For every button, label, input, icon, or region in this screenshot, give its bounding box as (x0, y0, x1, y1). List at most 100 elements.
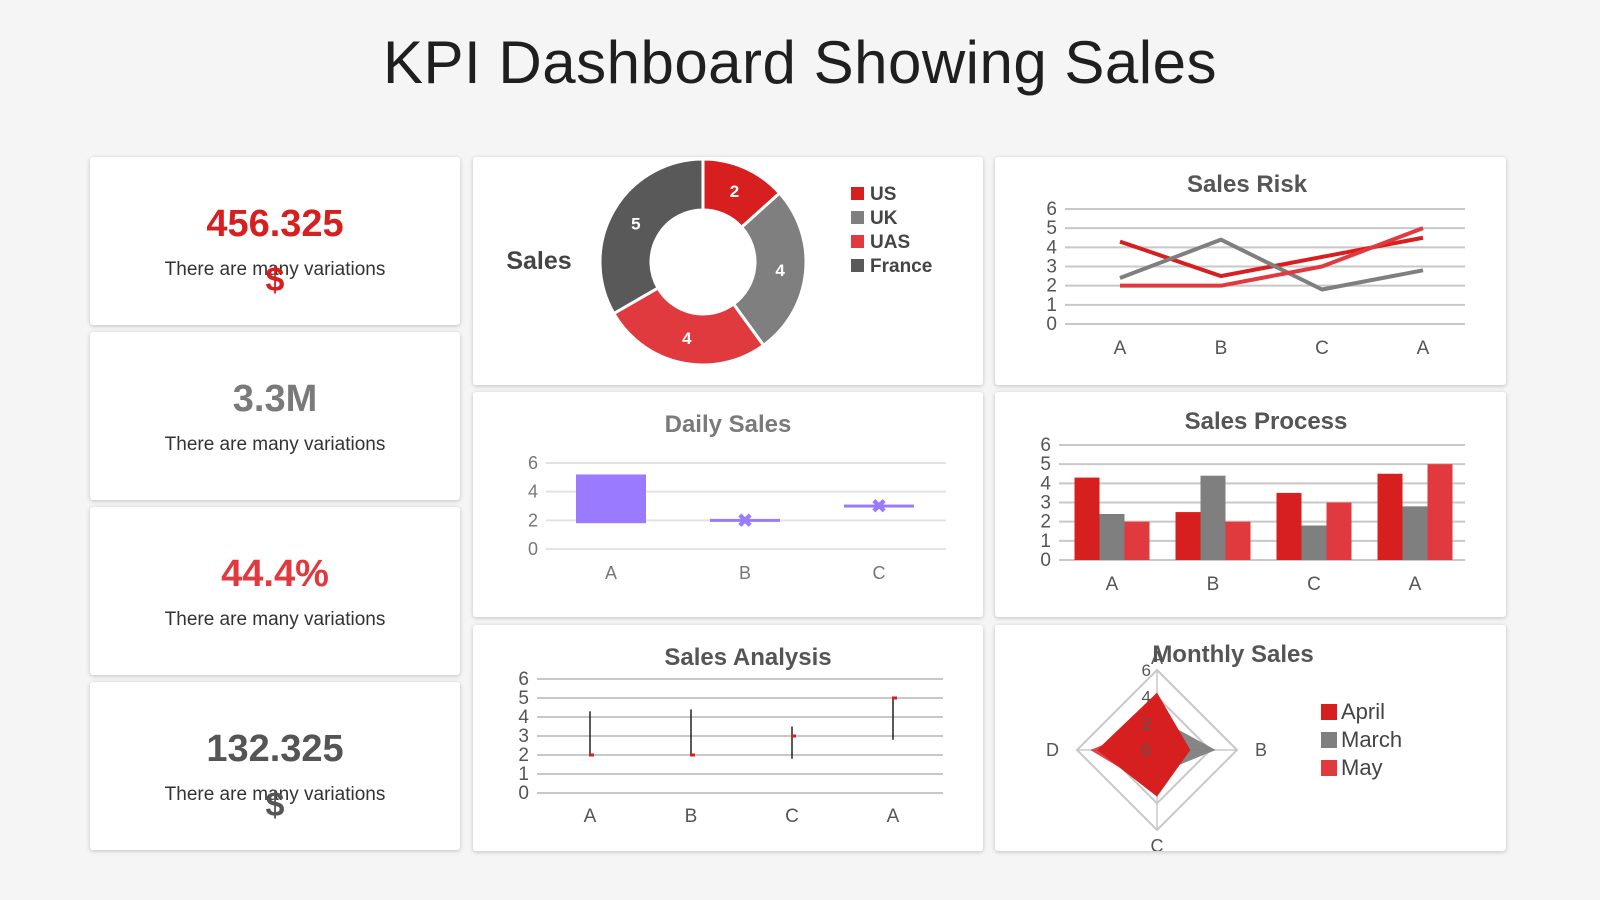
y-tick-label: 0 (1046, 314, 1057, 335)
kpi-description: There are many variations (164, 609, 386, 630)
series-line (1120, 226, 1424, 288)
bar (1099, 514, 1125, 560)
chart-title: Sales (506, 247, 571, 275)
donut-slice (611, 285, 766, 367)
bar (1326, 502, 1352, 560)
kpi-card-1: 456.325 There are many variations $ (90, 157, 460, 325)
bar (1124, 521, 1150, 560)
y-tick-label: 6 (528, 453, 538, 473)
x-tick-label: C (1307, 574, 1321, 595)
y-tick-label: 3 (518, 726, 529, 747)
y-tick-label: 2 (518, 745, 529, 766)
kpi-description: There are many variations (164, 434, 386, 455)
x-tick-label: C (785, 806, 799, 827)
kpi-description: There are many variations (164, 784, 386, 805)
marker-icon: ✖ (737, 510, 754, 532)
x-tick-label: A (1114, 338, 1127, 359)
chart-title: Sales Analysis (664, 644, 831, 671)
dollar-icon: $ (265, 261, 285, 299)
legend-swatch (851, 259, 864, 272)
donut-slice (598, 157, 705, 316)
x-tick-label: A (1106, 574, 1119, 595)
legend-label: US (870, 184, 896, 205)
r-tick-label: 0 (1142, 741, 1151, 760)
kpi-value: 132.325 (206, 728, 344, 770)
y-tick-label: 4 (1046, 237, 1057, 258)
legend-label: UAS (870, 232, 910, 253)
y-tick-label: 4 (518, 707, 529, 728)
kpi-value: 456.325 (206, 203, 344, 245)
kpi-description: There are many variations (164, 259, 386, 280)
bar (1301, 525, 1327, 560)
point-marker (690, 753, 695, 757)
legend-swatch (851, 235, 864, 248)
legend-swatch (1321, 704, 1337, 720)
range-bar (844, 504, 914, 508)
dollar-icon: $ (265, 786, 285, 824)
bar (1225, 521, 1251, 560)
bar (1200, 475, 1226, 560)
legend-label: May (1341, 755, 1383, 780)
chart-title: Daily Sales (665, 411, 792, 438)
page-title: KPI Dashboard Showing Sales (383, 29, 1217, 96)
monthly-sales-card: 0 2 4 6 A B C D Monthly Sales April March May (995, 625, 1506, 851)
radar-axis-label: D (1046, 740, 1059, 760)
kpi-card-2: 3.3M There are many variations (90, 332, 460, 500)
legend-swatch (1321, 760, 1337, 776)
y-tick-label: 1 (1046, 295, 1057, 316)
x-tick-label: C (1315, 338, 1329, 359)
range-bar (710, 518, 780, 522)
y-tick-label: 3 (1046, 257, 1057, 278)
y-tick-label: 1 (518, 764, 529, 785)
range-bar (576, 474, 646, 524)
y-tick-label: 2 (528, 510, 538, 530)
radar-axis-label: B (1255, 740, 1267, 760)
radar-series (1097, 692, 1191, 797)
point-marker (892, 696, 897, 700)
y-tick-label: 2 (1040, 512, 1051, 533)
y-tick-label: 0 (528, 539, 538, 559)
bar (1402, 506, 1428, 560)
slice-label: 5 (631, 214, 640, 233)
slice-label: 4 (775, 261, 785, 280)
legend-label: France (870, 256, 932, 277)
y-tick-label: 4 (528, 482, 538, 502)
y-tick-label: 2 (1046, 276, 1057, 297)
radar-axis-label: C (1151, 836, 1164, 851)
legend-label: April (1341, 699, 1385, 724)
monthly-sales-chart: 0 2 4 6A B C D Monthly Sales April March May (1046, 641, 1402, 851)
y-tick-label: 6 (1046, 199, 1057, 220)
sales-process-card: Sales Process 0 1 2 3 4 5 6 A B C A (995, 392, 1506, 617)
sales-risk-card: Sales Risk 0 1 2 3 4 5 6 A B C A (995, 157, 1506, 385)
daily-sales-chart: Daily Sales 0 2 4 6 ✖ ✖ A B C (528, 411, 946, 583)
sales-donut-chart: Sales 2 4 4 5 US UK UAS France (506, 157, 932, 367)
y-tick-label: 5 (518, 688, 529, 709)
x-tick-label: C (873, 563, 886, 583)
chart-title: Monthly Sales (1152, 641, 1313, 668)
x-tick-label: B (685, 806, 698, 827)
sales-analysis-card: Sales Analysis 0 1 2 3 4 5 6 A B C A (473, 625, 983, 851)
bar (1175, 512, 1201, 560)
r-tick-label: 4 (1142, 688, 1151, 707)
y-tick-label: 5 (1046, 218, 1057, 239)
y-tick-label: 0 (1040, 550, 1051, 571)
y-tick-label: 1 (1040, 531, 1051, 552)
kpi-value: 44.4% (221, 553, 329, 595)
daily-sales-card: Daily Sales 0 2 4 6 ✖ ✖ A B C (473, 392, 983, 617)
y-tick-label: 3 (1040, 493, 1051, 514)
kpi-card-4: 132.325 There are many variations $ (90, 682, 460, 850)
slice-label: 2 (730, 182, 739, 201)
x-tick-label: A (605, 563, 617, 583)
point-marker (589, 753, 594, 757)
y-tick-label: 5 (1040, 454, 1051, 475)
legend-swatch (851, 187, 864, 200)
bar (1276, 492, 1302, 560)
y-tick-label: 6 (518, 669, 529, 690)
r-tick-label: 6 (1142, 661, 1151, 680)
legend-label: March (1341, 727, 1402, 752)
x-tick-label: A (1417, 338, 1430, 359)
radar-axis-label: A (1151, 648, 1163, 668)
